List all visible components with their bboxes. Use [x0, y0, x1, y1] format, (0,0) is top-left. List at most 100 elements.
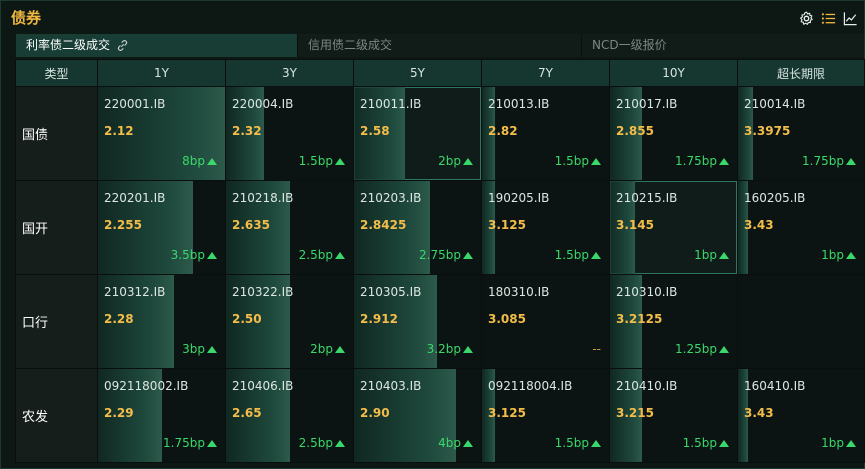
bond-quote-cell[interactable]: 210203.IB 2.8425 2.75bp — [354, 181, 481, 274]
bond-code: 210013.IB — [488, 97, 550, 111]
bond-quote-cell[interactable]: 210218.IB 2.635 2.5bp — [226, 181, 353, 274]
table-row: 农发 092118002.IB 2.29 1.75bp 210406.IB 2.65 2.5… — [15, 368, 865, 463]
empty-cell — [738, 275, 864, 368]
up-arrow-icon — [335, 251, 345, 259]
yield-change: -- — [592, 342, 601, 356]
yield-change-value: 1.5bp — [298, 154, 333, 168]
table-row: 口行 210312.IB 2.28 3bp 210322.IB 2.50 2bp 210305… — [15, 274, 865, 369]
volume-bar — [482, 369, 495, 462]
yield-change-value: 3bp — [182, 342, 205, 356]
bond-quote-cell[interactable]: 210410.IB 3.215 1.5bp — [610, 369, 737, 462]
bond-yield: 2.29 — [104, 406, 134, 420]
bond-yield: 3.145 — [616, 218, 654, 232]
volume-bar — [610, 181, 636, 274]
column-header-7y: 7Y — [481, 59, 610, 87]
bond-quote-cell[interactable]: 210406.IB 2.65 2.5bp — [226, 369, 353, 462]
bond-quote-cell[interactable]: 210312.IB 2.28 3bp — [98, 275, 225, 368]
bond-quote-cell[interactable]: 220201.IB 2.255 3.5bp — [98, 181, 225, 274]
bond-code: 210322.IB — [232, 285, 294, 299]
bond-quote-cell[interactable]: 210403.IB 2.90 4bp — [354, 369, 481, 462]
header-row: 类型 1Y 3Y 5Y 7Y 10Y 超长期限 — [15, 59, 865, 87]
yield-change-value: 8bp — [182, 154, 205, 168]
table-cell: 210203.IB 2.8425 2.75bp — [353, 180, 482, 275]
bond-code: 180310.IB — [488, 285, 550, 299]
yield-change: 1.5bp — [555, 248, 601, 262]
yield-change-value: 1bp — [821, 436, 844, 450]
yield-change-value: 1.5bp — [554, 248, 589, 262]
volume-bar — [354, 369, 456, 462]
yield-change: 1bp — [821, 248, 856, 262]
bond-quote-cell[interactable]: 210305.IB 2.912 3.2bp — [354, 275, 481, 368]
bond-yield: 3.43 — [744, 406, 774, 420]
volume-bar — [738, 181, 749, 274]
yield-change-value: 1.75bp — [675, 154, 717, 168]
bond-quote-cell[interactable]: 210014.IB 3.3975 1.75bp — [738, 87, 864, 180]
table-cell: 210017.IB 2.855 1.75bp — [609, 86, 738, 181]
volume-bar — [98, 275, 175, 368]
bond-yield: 2.855 — [616, 124, 654, 138]
bond-yield: 2.635 — [232, 218, 270, 232]
bond-quote-cell[interactable]: 092118002.IB 2.29 1.75bp — [98, 369, 225, 462]
bond-quote-cell[interactable]: 180310.IB 3.085 -- — [482, 275, 609, 368]
volume-bar — [738, 87, 754, 180]
column-header-ultra-long: 超长期限 — [737, 59, 865, 87]
bond-quote-cell[interactable]: 220001.IB 2.12 8bp — [98, 87, 225, 180]
link-icon — [117, 40, 128, 51]
up-arrow-icon — [846, 157, 856, 165]
volume-bar — [610, 275, 642, 368]
volume-bar — [354, 275, 437, 368]
bond-code: 210310.IB — [616, 285, 678, 299]
bond-yield: 3.3975 — [744, 124, 791, 138]
chart-button[interactable] — [842, 10, 858, 26]
table-cell: 210410.IB 3.215 1.5bp — [609, 368, 738, 463]
table-cell: 160205.IB 3.43 1bp — [737, 180, 865, 275]
bond-code: 210406.IB — [232, 379, 294, 393]
yield-change: 2.75bp — [419, 248, 473, 262]
row-label: 农发 — [15, 368, 98, 463]
toolbar — [798, 10, 858, 26]
tab-label: 信用债二级成交 — [308, 38, 393, 52]
bond-quote-cell[interactable]: 160205.IB 3.43 1bp — [738, 181, 864, 274]
table-cell: 210218.IB 2.635 2.5bp — [225, 180, 354, 275]
bond-quote-cell[interactable]: 210322.IB 2.50 2bp — [226, 275, 353, 368]
bond-code: 220201.IB — [104, 191, 166, 205]
bond-quote-cell[interactable]: 092118004.IB 3.125 1.5bp — [482, 369, 609, 462]
settings-button[interactable] — [798, 10, 814, 26]
volume-bar — [98, 181, 194, 274]
up-arrow-icon — [591, 157, 601, 165]
tab-rate-bond-secondary[interactable]: 利率债二级成交 — [16, 34, 298, 57]
bond-quote-cell[interactable]: 210215.IB 3.145 1bp — [610, 181, 737, 274]
bond-quote-cell[interactable]: 210017.IB 2.855 1.75bp — [610, 87, 737, 180]
tab-ncd-primary-quote[interactable]: NCD一级报价 — [582, 34, 864, 57]
bond-yield: 2.8425 — [360, 218, 407, 232]
tab-credit-bond-secondary[interactable]: 信用债二级成交 — [298, 34, 582, 57]
bond-quote-cell[interactable]: 210011.IB 2.58 2bp — [354, 87, 481, 180]
table-cell: 160410.IB 3.43 1bp — [737, 368, 865, 463]
bond-quote-cell[interactable]: 220004.IB 2.32 1.5bp — [226, 87, 353, 180]
volume-bar — [226, 369, 290, 462]
bond-yield: 3.125 — [488, 218, 526, 232]
volume-bar — [610, 87, 642, 180]
bond-yield: 3.125 — [488, 406, 526, 420]
tab-bar: 利率债二级成交 信用债二级成交 NCD一级报价 — [16, 34, 864, 57]
volume-bar — [98, 369, 162, 462]
bond-quote-cell[interactable]: 190205.IB 3.125 1.5bp — [482, 181, 609, 274]
bond-yield: 2.255 — [104, 218, 142, 232]
bond-code: 092118002.IB — [104, 379, 189, 393]
yield-change: 3bp — [182, 342, 217, 356]
bond-yield-table: 类型 1Y 3Y 5Y 7Y 10Y 超长期限 国债 220001.IB 2.12 8… — [15, 59, 865, 463]
yield-change: 1.5bp — [555, 154, 601, 168]
bond-quote-cell[interactable]: 210013.IB 2.82 1.5bp — [482, 87, 609, 180]
table-row: 国开 220201.IB 2.255 3.5bp 210218.IB 2.635 2.5bp… — [15, 180, 865, 275]
bond-code: 160410.IB — [744, 379, 806, 393]
list-button[interactable] — [820, 10, 836, 26]
yield-change-value: 1.5bp — [554, 436, 589, 450]
bond-quote-cell[interactable]: 210310.IB 3.2125 1.25bp — [610, 275, 737, 368]
up-arrow-icon — [463, 439, 473, 447]
yield-change-value: 1.5bp — [554, 154, 589, 168]
column-header-5y: 5Y — [353, 59, 482, 87]
column-header-1y: 1Y — [97, 59, 226, 87]
bond-quote-cell[interactable]: 160410.IB 3.43 1bp — [738, 369, 864, 462]
up-arrow-icon — [207, 345, 217, 353]
bond-code: 210017.IB — [616, 97, 678, 111]
